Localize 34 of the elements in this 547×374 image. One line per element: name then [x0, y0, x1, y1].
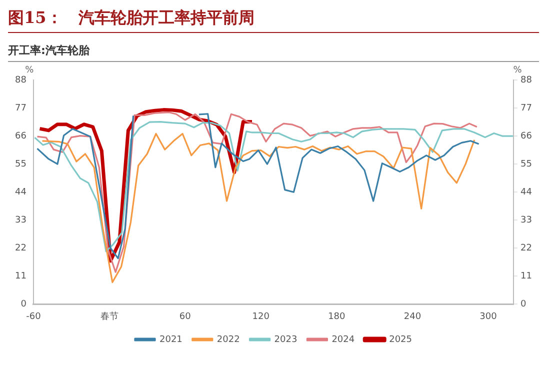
chart-subtitle: 开工率:汽车轮胎 [8, 43, 539, 62]
y2-tick-label: 77 [520, 103, 532, 114]
legend-label: 2021 [159, 334, 182, 345]
y2-axis-title: % [513, 65, 522, 76]
legend-label: 2023 [274, 334, 298, 345]
x-tick-label: 120 [252, 312, 270, 322]
y-tick-label: 11 [15, 272, 26, 282]
y-tick-label: 88 [15, 75, 27, 86]
legend-label: 2025 [389, 334, 412, 345]
x-tick-label: -60 [26, 312, 42, 322]
y2-tick-label: 66 [520, 131, 532, 142]
x-tick-label: 180 [328, 312, 346, 322]
y2-tick-label: 22 [520, 243, 532, 254]
y-tick-label: 44 [15, 187, 27, 198]
y2-tick-label: 33 [520, 215, 532, 226]
y-tick-label: 33 [15, 215, 26, 226]
y2-tick-label: 11 [520, 272, 532, 282]
legend-label: 2022 [216, 334, 240, 345]
y-axis-title: % [25, 65, 34, 76]
x-tick-label: 300 [480, 312, 498, 322]
x-tick-label: 240 [404, 312, 422, 322]
y-tick-label: 77 [15, 103, 26, 114]
y2-tick-label: 88 [520, 75, 532, 86]
y-tick-label: 22 [15, 243, 26, 254]
legend-label: 2024 [332, 334, 355, 345]
y-tick-label: 55 [15, 159, 26, 170]
y2-tick-label: 55 [520, 159, 532, 170]
chart-title: 图15： 汽车轮胎开工率持平前周 [8, 8, 539, 33]
y-tick-label: 66 [15, 131, 27, 142]
y2-tick-label: 0 [520, 300, 527, 310]
x-tick-label: 60 [179, 312, 192, 322]
y-tick-label: 0 [20, 300, 27, 310]
y2-tick-label: 44 [520, 187, 532, 198]
x-tick-label: 春节 [100, 310, 118, 322]
